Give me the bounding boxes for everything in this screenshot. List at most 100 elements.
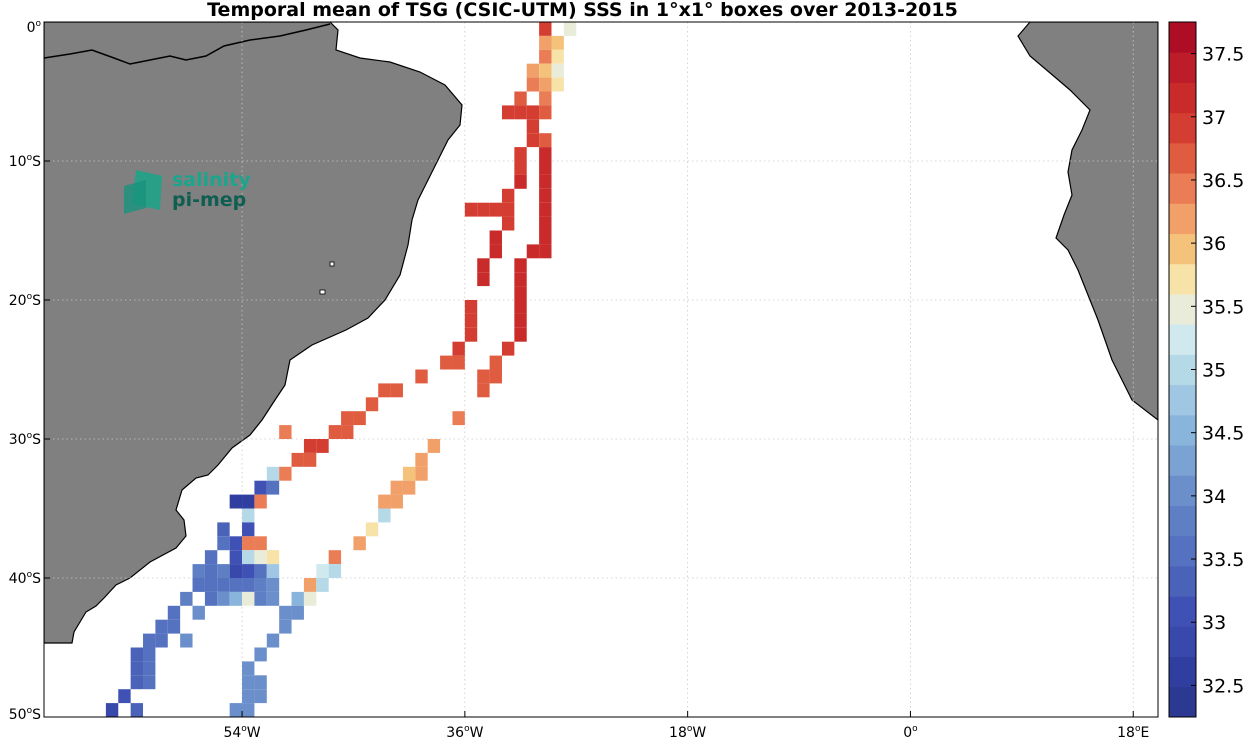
sss-cell xyxy=(204,550,218,565)
sss-cell xyxy=(266,480,280,495)
logo-text-salinity: salinity xyxy=(172,169,251,191)
sss-cell xyxy=(229,703,243,717)
salinity-pi-mep-logo: salinity pi-mep xyxy=(124,169,251,214)
sss-cell xyxy=(204,564,218,578)
sss-cell xyxy=(514,91,527,106)
colorbar-segment xyxy=(1169,82,1196,114)
sss-cell xyxy=(254,647,267,662)
colorbar-segment xyxy=(1169,293,1196,325)
sss-cell xyxy=(130,647,144,662)
colorbar-segment xyxy=(1169,173,1196,204)
colorbar-segment xyxy=(1169,384,1196,416)
colorbar-segment xyxy=(1169,505,1196,537)
sss-cell xyxy=(291,591,304,606)
sss-cell xyxy=(415,369,428,384)
sss-cell xyxy=(254,480,267,495)
sss-cell xyxy=(477,369,490,384)
sss-cell xyxy=(254,675,267,690)
sss-cell xyxy=(415,466,428,481)
sss-cell xyxy=(303,591,317,606)
sss-cell xyxy=(514,147,527,161)
sss-cell xyxy=(514,161,527,175)
sss-cell xyxy=(266,633,280,648)
y-tick-label: 50oS xyxy=(9,706,41,723)
sss-cell xyxy=(279,425,292,439)
sss-cell xyxy=(242,661,255,676)
sss-cell xyxy=(217,564,230,578)
sss-cell xyxy=(254,689,267,704)
island xyxy=(329,261,335,267)
sss-cell xyxy=(539,133,552,148)
colorbar-segment xyxy=(1169,656,1196,688)
sss-cell xyxy=(514,286,527,300)
sss-cell xyxy=(254,550,267,565)
sss-cell xyxy=(526,133,540,148)
y-tick-label: 30oS xyxy=(9,431,41,448)
sss-cell xyxy=(254,578,267,592)
colorbar-label: 37 xyxy=(1202,107,1226,129)
sss-cell xyxy=(266,564,280,578)
colorbar: 32.5 33 33.5 34 34.5 35 35.5 36 36.5 37 37.5 xyxy=(1168,21,1244,718)
sss-cell xyxy=(539,244,552,259)
sss-cell xyxy=(563,22,577,36)
colorbar-label: 33.5 xyxy=(1202,549,1244,571)
sss-cell xyxy=(217,578,230,592)
sss-cell xyxy=(415,452,428,467)
sss-cell xyxy=(303,452,317,467)
sss-cell xyxy=(94,717,106,731)
sss-cell xyxy=(501,188,515,203)
y-tick-label: 10oS xyxy=(9,153,41,170)
sss-cell xyxy=(279,619,292,634)
sss-cell xyxy=(130,703,144,717)
coastline-north xyxy=(44,23,331,65)
sss-cell xyxy=(539,216,552,231)
sss-cell xyxy=(316,439,329,453)
sss-cell xyxy=(143,675,156,690)
sss-cell xyxy=(229,550,243,565)
island xyxy=(319,289,326,295)
colorbar-segment xyxy=(1169,445,1196,476)
sss-cell xyxy=(353,536,366,551)
sss-cell xyxy=(539,188,552,203)
sss-cell xyxy=(192,564,205,578)
sss-cell xyxy=(155,619,168,634)
sss-cell xyxy=(551,77,564,92)
sss-cell xyxy=(440,355,453,370)
colorbar-segment xyxy=(1169,535,1196,567)
sss-cell xyxy=(539,49,552,64)
colorbar-segment xyxy=(1169,626,1196,658)
x-tick-label: 18oW xyxy=(669,724,706,740)
sss-cell xyxy=(514,272,527,287)
sss-cell xyxy=(551,49,564,64)
sss-cell xyxy=(155,633,168,648)
sss-cell xyxy=(316,564,329,578)
colorbar-label: 36.5 xyxy=(1202,170,1244,192)
colorbar-segment xyxy=(1169,324,1196,355)
sss-cell xyxy=(378,494,391,509)
sss-cell xyxy=(539,91,552,106)
sss-cell xyxy=(242,550,255,565)
sss-cell xyxy=(341,411,354,426)
africa-land xyxy=(1017,22,1158,421)
sss-cell xyxy=(130,661,144,676)
sss-cell xyxy=(452,355,465,370)
sss-cell xyxy=(477,258,490,273)
colorbar-label: 35 xyxy=(1202,360,1226,382)
sss-cell xyxy=(204,578,218,592)
logo-text-pi-mep: pi-mep xyxy=(172,189,246,211)
sss-cell xyxy=(378,508,391,523)
sss-cell xyxy=(242,675,255,690)
sss-cell xyxy=(464,300,478,314)
sss-cell xyxy=(328,425,342,439)
sss-cell xyxy=(501,341,515,356)
sss-cell xyxy=(229,578,243,592)
sss-cell xyxy=(254,536,267,551)
sss-cell xyxy=(514,105,527,120)
sss-cell xyxy=(279,605,292,620)
sss-cell xyxy=(390,494,403,509)
colorbar-label: 36 xyxy=(1202,233,1226,255)
sss-cell xyxy=(266,466,280,481)
sss-cell xyxy=(291,605,304,620)
sss-cell xyxy=(229,591,243,606)
